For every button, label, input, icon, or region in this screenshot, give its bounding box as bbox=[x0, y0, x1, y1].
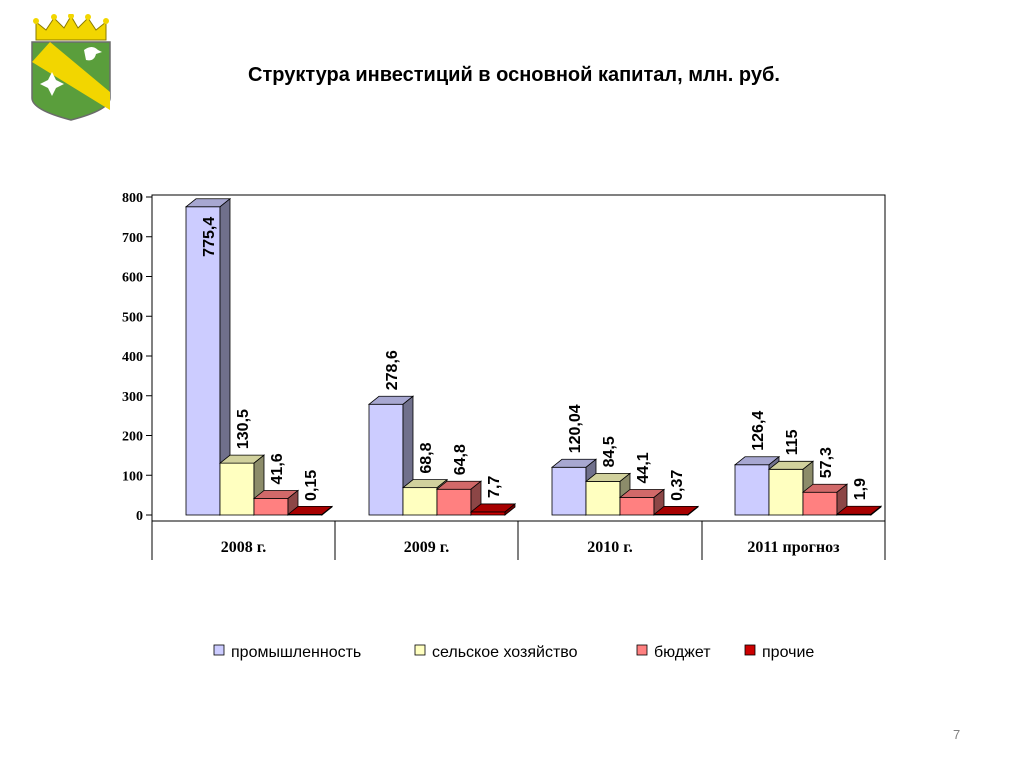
bar-front bbox=[768, 468, 804, 516]
legend-label: прочие bbox=[762, 644, 814, 661]
bar-side bbox=[870, 505, 882, 516]
data-label: 775,4 bbox=[201, 217, 218, 257]
bar-front bbox=[585, 481, 621, 516]
data-label: 0,15 bbox=[303, 470, 320, 501]
bar bbox=[184, 197, 232, 516]
y-tick-label: 300 bbox=[122, 390, 143, 405]
data-label: 64,8 bbox=[452, 444, 469, 475]
data-label: 126,4 bbox=[750, 411, 767, 451]
data-label: 115 bbox=[784, 429, 801, 455]
y-tick-label: 600 bbox=[122, 271, 143, 286]
bar bbox=[218, 454, 266, 516]
x-axis-categories: 2008 г. 2009 г. 2010 г. 2011 прогноз bbox=[221, 539, 840, 556]
page-title: Структура инвестиций в основной капитал,… bbox=[248, 64, 780, 86]
y-tick-label: 500 bbox=[122, 310, 143, 325]
y-tick-label: 400 bbox=[122, 350, 143, 365]
investment-bar-chart: 0 100 200 300 400 500 600 700 800 775,4 130,5 41,6… bbox=[122, 191, 886, 661]
legend-label: промышленность bbox=[231, 644, 361, 661]
data-label: 84,5 bbox=[601, 436, 618, 467]
bars-layer: 775,4 130,5 41,6 0,15 278,6 68,8 64,8 7,7 120,04… bbox=[184, 197, 883, 516]
bar-front bbox=[619, 497, 655, 516]
data-label: 68,8 bbox=[418, 442, 435, 473]
bar-front bbox=[402, 487, 438, 516]
bar-front bbox=[551, 466, 587, 516]
bar-front bbox=[219, 462, 255, 516]
data-label: 1,9 bbox=[852, 478, 869, 500]
bar-front bbox=[368, 403, 404, 516]
data-label: 278,6 bbox=[384, 350, 401, 390]
x-category-label: 2010 г. bbox=[587, 539, 632, 556]
bar-front bbox=[734, 464, 770, 516]
y-tick-label: 0 bbox=[136, 509, 143, 524]
data-label: 130,5 bbox=[235, 409, 252, 449]
legend-swatch bbox=[213, 644, 225, 656]
bar bbox=[835, 505, 883, 516]
y-tick-label: 200 bbox=[122, 430, 143, 445]
bar-front bbox=[185, 206, 221, 516]
bar-front bbox=[253, 498, 289, 516]
data-label: 0,37 bbox=[669, 470, 686, 501]
legend-swatch bbox=[636, 644, 648, 656]
data-label: 57,3 bbox=[818, 447, 835, 478]
page-number: 7 bbox=[953, 727, 961, 742]
legend: промышленность сельское хозяйство бюджет пр… bbox=[213, 644, 814, 661]
bar bbox=[286, 505, 334, 516]
y-tick-label: 100 bbox=[122, 469, 143, 484]
legend-label: сельское хозяйство bbox=[432, 644, 578, 661]
x-category-label: 2011 прогноз bbox=[747, 539, 840, 556]
data-label: 7,7 bbox=[486, 476, 503, 498]
y-tick-label: 700 bbox=[122, 231, 143, 246]
legend-swatch bbox=[744, 644, 756, 656]
coat-of-arms-icon bbox=[31, 13, 111, 121]
bar bbox=[652, 505, 700, 516]
bar-front bbox=[802, 491, 838, 516]
data-label: 41,6 bbox=[269, 453, 286, 484]
x-category-label: 2008 г. bbox=[221, 539, 266, 556]
bar-side bbox=[504, 503, 516, 516]
legend-label: бюджет bbox=[654, 644, 711, 661]
coat-of-arms-logo bbox=[26, 13, 116, 122]
x-category-label: 2009 г. bbox=[404, 539, 449, 556]
bar bbox=[801, 483, 849, 516]
data-label: 120,04 bbox=[567, 404, 584, 453]
y-axis: 0 100 200 300 400 500 600 700 800 bbox=[122, 191, 152, 524]
bar bbox=[469, 503, 517, 516]
data-label: 44,1 bbox=[635, 452, 652, 483]
bar bbox=[733, 455, 781, 516]
bar-front bbox=[470, 511, 506, 516]
bar-side bbox=[687, 505, 699, 516]
y-tick-label: 800 bbox=[122, 191, 143, 206]
legend-swatch bbox=[414, 644, 426, 656]
bar-side bbox=[321, 505, 333, 516]
bar-front bbox=[436, 488, 472, 516]
bar bbox=[367, 395, 415, 516]
